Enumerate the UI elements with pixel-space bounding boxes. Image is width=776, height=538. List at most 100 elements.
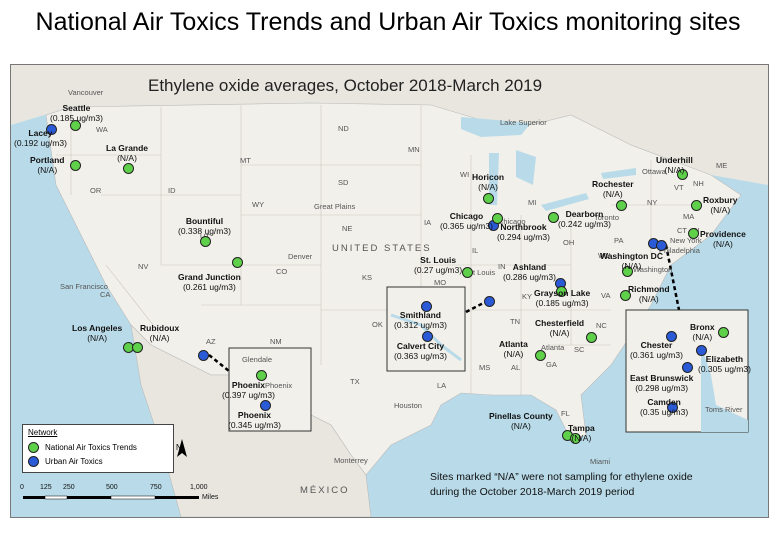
site-label-chesterfield: Chesterfield (N/A) (535, 318, 585, 338)
state-label: LA (437, 381, 447, 390)
site-marker-grand-junction[interactable] (232, 257, 243, 268)
lake-michigan (489, 153, 499, 205)
city-label: Ottawa (642, 167, 666, 176)
north-label: N (176, 443, 182, 452)
site-marker-kentucky-overview[interactable] (484, 296, 495, 307)
state-label: MA (683, 212, 695, 221)
site-marker-providence[interactable] (688, 228, 699, 239)
site-marker-portland[interactable] (70, 160, 81, 171)
scale-tick: 750 (150, 484, 162, 491)
legend-item-trends: National Air Toxics Trends (28, 442, 137, 453)
state-label: OR (90, 186, 102, 195)
legend-label: National Air Toxics Trends (45, 443, 137, 452)
site-marker-calvert-city[interactable] (422, 331, 433, 342)
site-marker-smithland[interactable] (421, 301, 432, 312)
site-marker-bronx[interactable] (718, 327, 729, 338)
state-borders (56, 105, 701, 395)
site-marker-camden[interactable] (667, 402, 678, 413)
site-marker-la-grande[interactable] (123, 163, 134, 174)
state-label: CO (276, 267, 288, 276)
state-label: WI (460, 170, 470, 179)
site-label-east-brunswick: East Brunswick (0.298 ug/m3) (630, 373, 694, 393)
site-marker-dearborn[interactable] (548, 212, 559, 223)
site-label-ashland: Ashland (0.286 ug/m3) (503, 262, 556, 282)
state-label: CT (677, 226, 687, 235)
site-marker-bountiful[interactable] (200, 236, 211, 247)
site-label-bronx: Bronx (N/A) (690, 322, 715, 342)
na-note: Sites marked “N/A” were not sampling for… (430, 471, 693, 498)
state-label: WV (598, 251, 611, 260)
site-marker-st-louis[interactable] (462, 267, 473, 278)
site-label-chester: Chester (0.361 ug/m3) (630, 340, 683, 360)
north-arrow-icon (177, 439, 187, 457)
site-marker-underhill[interactable] (677, 169, 688, 180)
site-marker-lacey[interactable] (46, 124, 57, 135)
site-marker-grayson-lake[interactable] (556, 286, 567, 297)
connector-phoenix (208, 354, 230, 372)
site-label-elizabeth: Elizabeth (0.305 ug/m3) (698, 354, 751, 374)
state-label: IA (424, 218, 432, 227)
state-label: NV (138, 262, 149, 271)
state-label: AZ (206, 337, 216, 346)
legend-label: Urban Air Toxics (45, 457, 103, 466)
site-marker-phoenix-trends[interactable] (256, 370, 267, 381)
site-label-dearborn: Dearborn (0.242 ug/m3) (558, 209, 611, 229)
site-marker-roxbury[interactable] (691, 200, 702, 211)
site-marker-richmond[interactable] (620, 290, 631, 301)
scale-bar (23, 495, 199, 500)
scale-unit: Miles (202, 494, 219, 501)
site-marker-nyc-overview-2[interactable] (656, 240, 667, 251)
site-marker-atlanta[interactable] (535, 350, 546, 361)
state-label: VT (674, 183, 684, 192)
site-label-phoenix-trends: Phoenix (0.397 ug/m3) (222, 380, 275, 400)
site-marker-rochester[interactable] (616, 200, 627, 211)
blue-dot-icon (28, 456, 39, 467)
site-label-seattle: Seattle (0.185 ug/m3) (50, 103, 103, 123)
city-label: Miami (590, 457, 610, 466)
city-label: Denver (288, 252, 313, 261)
site-label-tampa: Tampa (N/A) (568, 423, 595, 443)
site-label-pinellas-county: Pinellas County (N/A) (489, 411, 553, 431)
state-label: TN (510, 317, 520, 326)
site-label-underhill: Underhill (N/A) (656, 155, 693, 175)
site-label-grayson-lake: Grayson Lake (0.185 ug/m3) (534, 288, 591, 308)
site-marker-phoenix-urban[interactable] (260, 400, 271, 411)
site-label-washington-dc: Washington DC (N/A) (600, 251, 663, 271)
lake-ontario (601, 168, 636, 179)
mexico-label: MÉXICO (300, 485, 350, 496)
site-marker-washington-dc[interactable] (622, 266, 633, 277)
state-label: MT (240, 156, 251, 165)
site-label-st-louis: St. Louis (0.27 ug/m3) (414, 255, 463, 275)
legend-item-urban: Urban Air Toxics (28, 456, 103, 467)
city-label: Monterrey (334, 456, 368, 465)
city-label: Atlanta (541, 343, 565, 352)
site-marker-horicon[interactable] (483, 193, 494, 204)
city-label: Vancouver (68, 88, 104, 97)
site-marker-tampa[interactable] (570, 433, 581, 444)
site-label-rochester: Rochester (N/A) (592, 179, 634, 199)
site-marker-chesterfield[interactable] (586, 332, 597, 343)
city-label: Toms River (705, 405, 743, 414)
site-label-chicago: Chicago (0.365 ug/m3) (440, 211, 493, 231)
state-label: MN (408, 145, 420, 154)
scale-tick: 500 (106, 484, 118, 491)
state-label: SC (574, 345, 585, 354)
site-marker-northbrook[interactable] (492, 213, 503, 224)
state-label: NH (693, 179, 704, 188)
site-label-smithland: Smithland (0.312 ug/m3) (394, 310, 447, 330)
site-marker-seattle[interactable] (70, 120, 81, 131)
country-label: UNITED STATES (332, 243, 432, 254)
scale-tick: 1,000 (190, 484, 208, 491)
site-marker-phoenix-overview[interactable] (198, 350, 209, 361)
inset-phoenix (228, 347, 312, 432)
basemap (11, 65, 768, 517)
site-marker-east-brunswick[interactable] (682, 362, 693, 373)
site-label-calvert-city: Calvert City (0.363 ug/m3) (394, 341, 447, 361)
state-label: MS (479, 363, 491, 372)
site-marker-chester[interactable] (666, 331, 677, 342)
state-label: SD (338, 178, 349, 187)
city-label: Houston (394, 401, 422, 410)
site-marker-rubidoux[interactable] (132, 342, 143, 353)
state-label: OK (372, 320, 383, 329)
site-marker-elizabeth[interactable] (696, 345, 707, 356)
